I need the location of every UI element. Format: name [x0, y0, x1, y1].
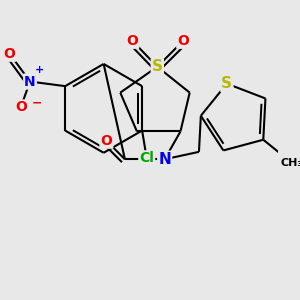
Text: O: O [100, 134, 112, 148]
Text: −: − [32, 96, 43, 109]
Text: O: O [126, 34, 138, 48]
Text: N: N [24, 74, 36, 88]
Text: O: O [177, 34, 189, 48]
Text: +: + [34, 65, 44, 75]
Text: N: N [158, 152, 171, 167]
Text: Cl: Cl [139, 151, 154, 165]
Text: O: O [4, 47, 16, 61]
Text: S: S [221, 76, 233, 91]
Text: S: S [152, 59, 163, 74]
Text: O: O [15, 100, 27, 114]
Text: CH₃: CH₃ [281, 158, 300, 168]
